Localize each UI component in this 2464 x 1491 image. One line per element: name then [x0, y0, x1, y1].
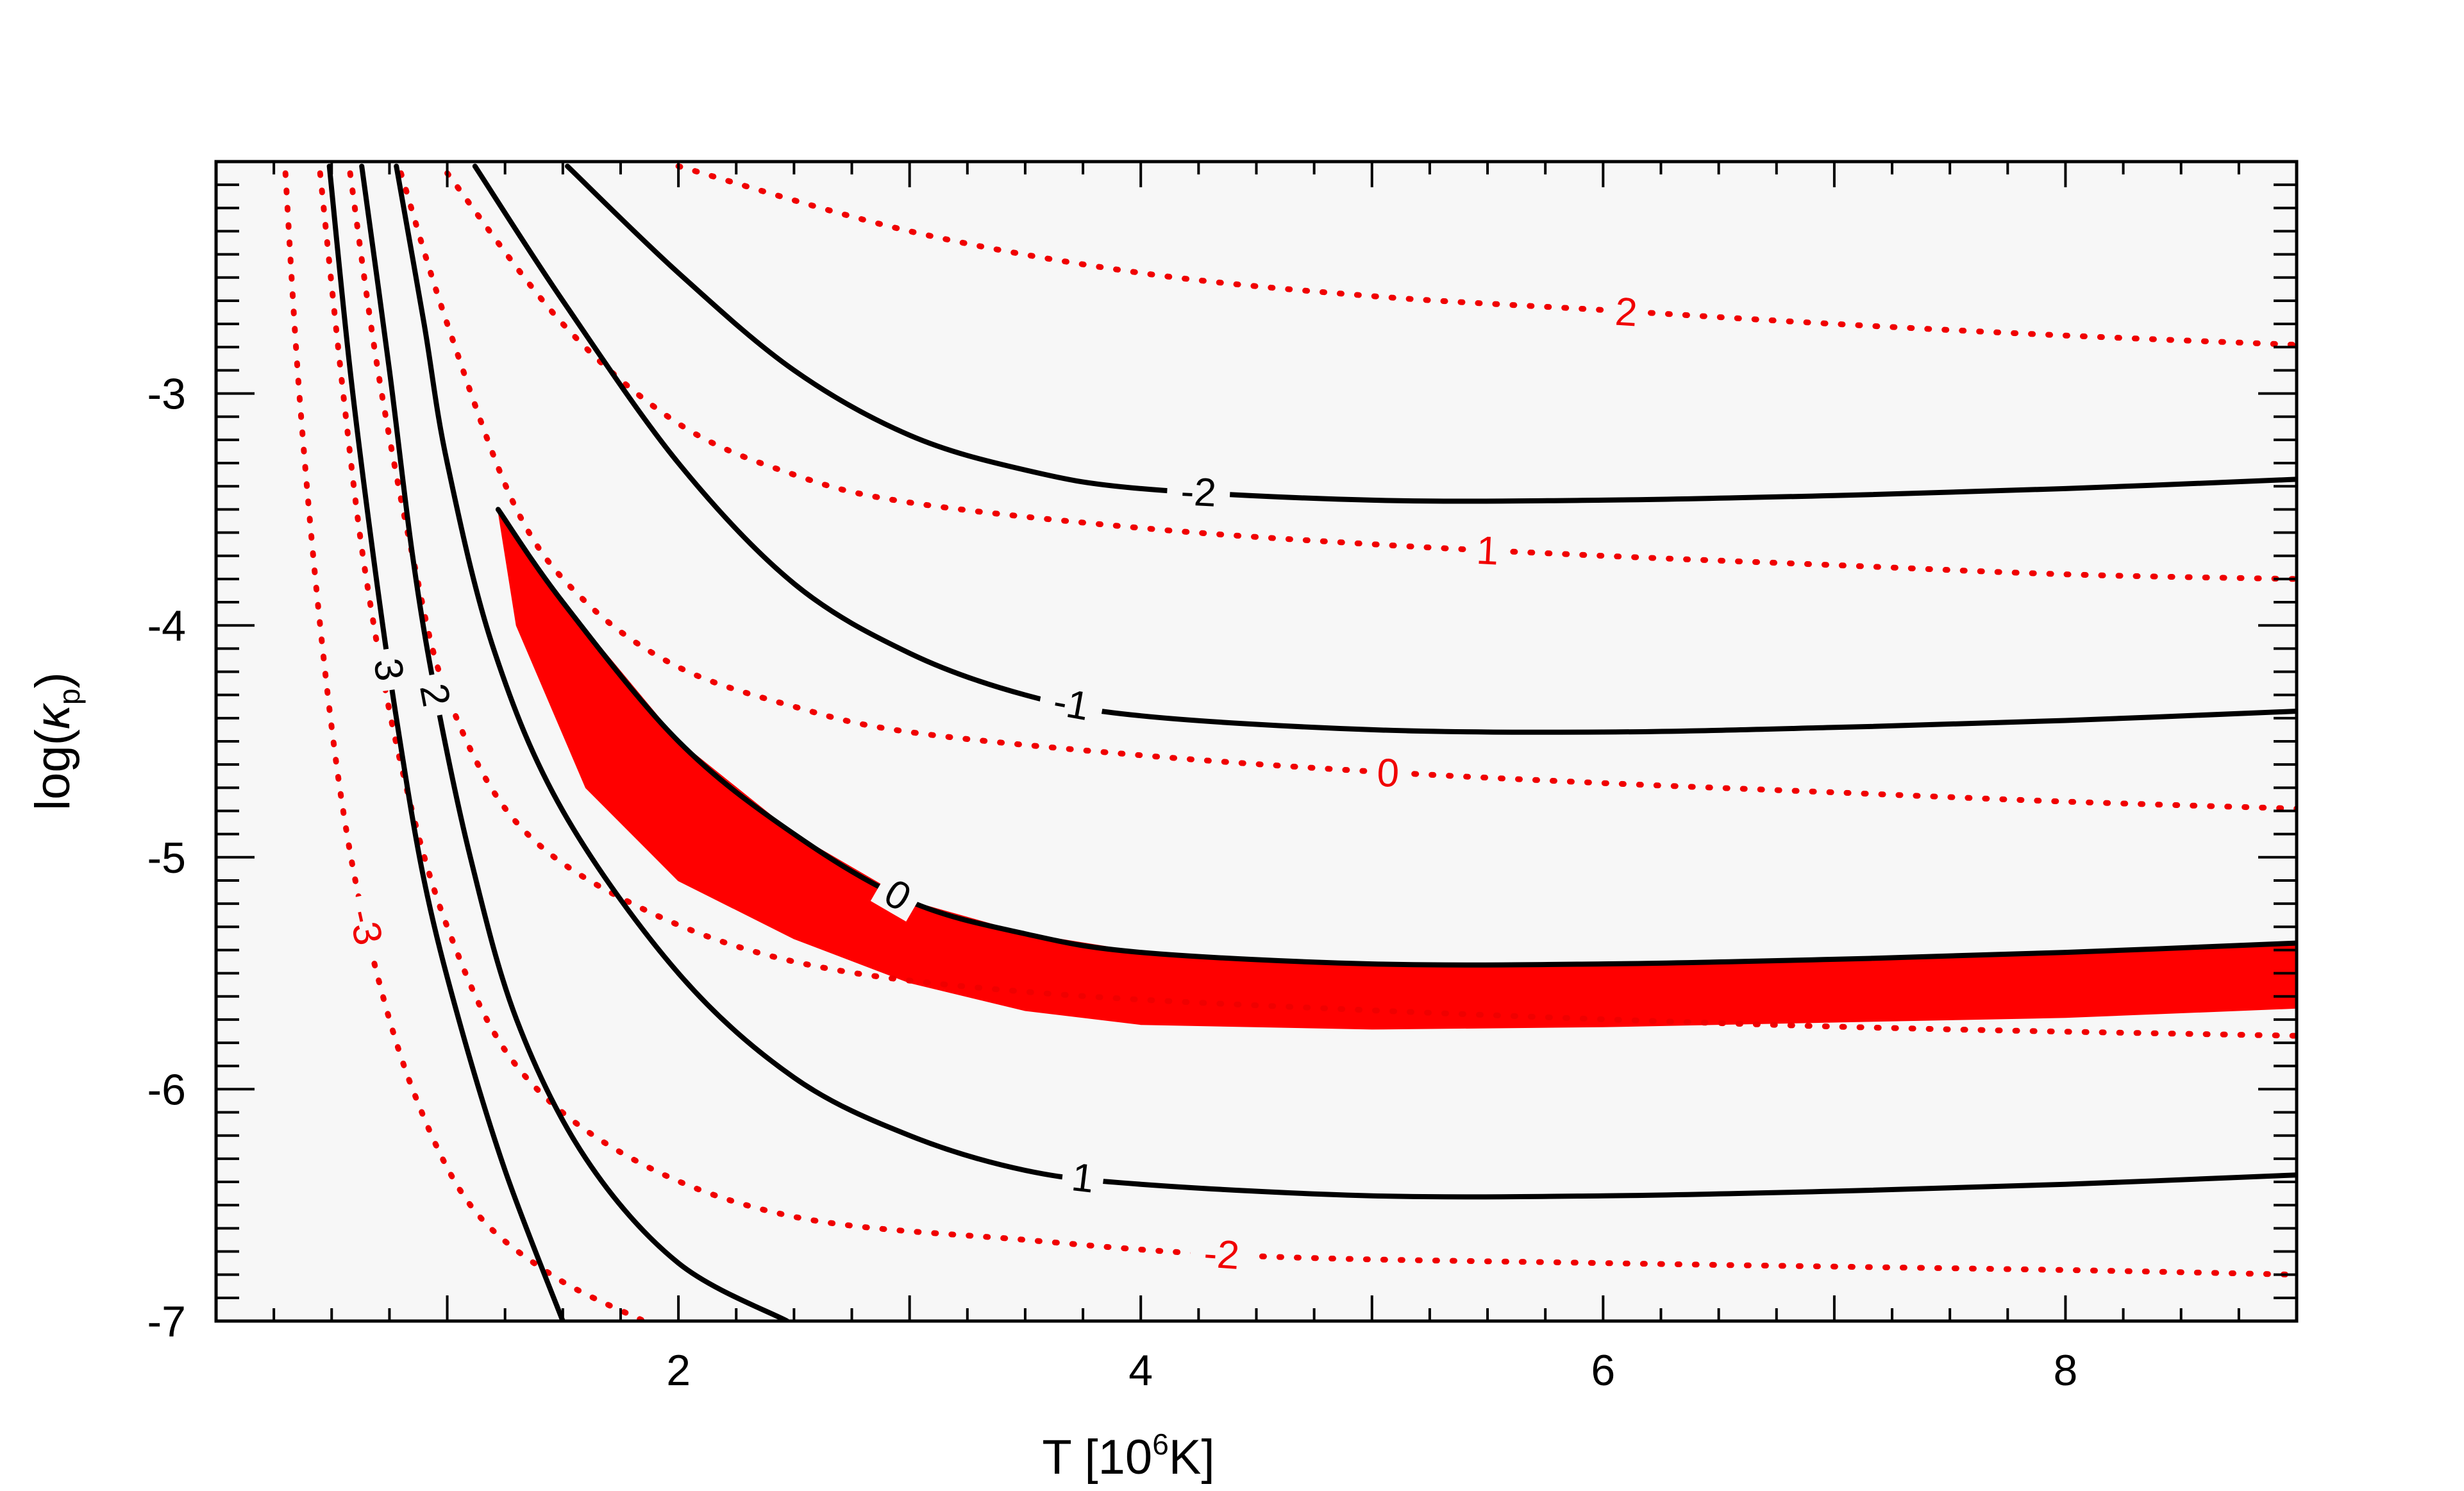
red-contour-label-2-knockout	[1366, 752, 1410, 793]
y-tick-label: -7	[147, 1297, 186, 1346]
red-dotted-contours	[282, 163, 2297, 1321]
x-tick-label: 2	[666, 1346, 691, 1395]
black-contour-label-4-knockout	[413, 671, 458, 719]
black-contour-0	[565, 164, 2297, 504]
black-contour-label-3: 1	[1069, 1155, 1097, 1202]
axis-ticks: 2 4 6 8 -3 -4 -5 -6 -7	[147, 160, 2297, 1395]
x-axis-title: T [106K]	[1042, 1428, 1214, 1485]
black-contour-label-0-group: -2	[1166, 469, 1231, 516]
red-contour-5	[282, 170, 647, 1321]
black-contour-label-2-knockout	[870, 867, 926, 922]
black-contour-label-0-knockout	[1166, 470, 1231, 512]
black-contour-1	[472, 164, 2297, 735]
y-tick-label: -5	[147, 834, 186, 882]
red-contour-label-5-knockout	[340, 891, 392, 962]
y-tick-label: -3	[147, 370, 186, 419]
black-contour-4	[359, 164, 790, 1321]
black-contour-3	[394, 164, 2297, 1200]
y-axis-title-base: log(	[26, 729, 80, 811]
x-axis-title-sup: 6	[1152, 1428, 1169, 1461]
red-contour-label-4-group: -2	[1189, 1231, 1255, 1278]
black-contour-label-5-group: 3	[365, 646, 412, 693]
y-axis-title-sub: p	[53, 688, 86, 705]
x-tick-label: 6	[1591, 1346, 1615, 1395]
red-contour-1	[444, 170, 2297, 582]
red-contour-label-1: 1	[1475, 528, 1500, 574]
x-axis-title-tail: K]	[1169, 1430, 1215, 1485]
red-contour-label-0-knockout	[1604, 291, 1648, 332]
red-contour-0	[675, 163, 2297, 348]
x-tick-label: 4	[1128, 1346, 1153, 1395]
black-contour-label-1-group: -1	[1037, 678, 1106, 729]
red-contour-4	[317, 170, 2297, 1278]
black-contour-label-3-group: 1	[1060, 1155, 1106, 1202]
red-contour-label-5-group: -3	[340, 891, 392, 962]
red-contour-label-4: -2	[1202, 1231, 1241, 1278]
plot-frame	[214, 160, 2299, 1323]
red-contour-label-0-group: 2	[1604, 290, 1648, 335]
black-contour-2	[495, 507, 2297, 968]
y-tick-label: -4	[147, 602, 186, 650]
black-contour-label-4-group: 2	[411, 671, 458, 719]
black-contour-label-2-group: 0	[870, 867, 926, 922]
plot-area	[216, 162, 2297, 1321]
black-contours	[326, 164, 2297, 1321]
red-contour-2	[398, 170, 2297, 812]
black-contour-label-3-knockout	[1060, 1156, 1106, 1199]
y-axis-title: log(κp)	[26, 672, 86, 811]
black-contour-label-0: -2	[1180, 469, 1218, 516]
x-tick-label: 8	[2054, 1346, 2078, 1395]
black-contour-label-1: -1	[1050, 679, 1093, 729]
red-contour-label-1-knockout	[1466, 530, 1509, 571]
red-contour-label-4-knockout	[1189, 1232, 1255, 1276]
black-contour-label-1-knockout	[1037, 678, 1106, 728]
y-axis-title-tail: )	[26, 672, 80, 688]
red-contour-label-0: 2	[1614, 290, 1639, 335]
black-contour-label-5-knockout	[367, 646, 412, 693]
red-contour-label-2: 0	[1376, 750, 1400, 796]
black-contour-5	[326, 164, 566, 1321]
red-contour-label-2-group: 0	[1366, 750, 1410, 796]
y-axis-title-kappa: κ	[26, 702, 80, 729]
y-tick-label: -6	[147, 1065, 186, 1114]
x-axis-title-base: T [10	[1042, 1430, 1152, 1485]
red-contour-label-1-group: 1	[1466, 528, 1509, 574]
